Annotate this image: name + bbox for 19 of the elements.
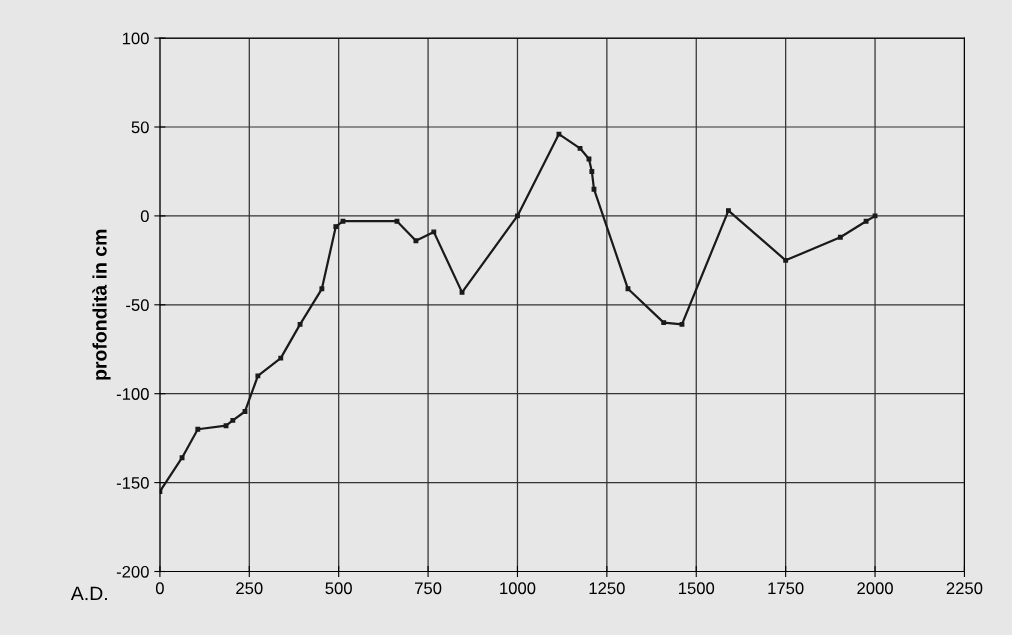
y-tick-label: -200: [116, 565, 149, 578]
y-tick-label: 100: [122, 32, 149, 45]
y-tick-label: 0: [140, 210, 149, 223]
x-tick-label: 1000: [500, 582, 536, 595]
x-tick-label: 250: [236, 582, 263, 595]
y-axis-title: profondità in cm: [92, 229, 111, 380]
x-tick-label: 1750: [768, 582, 804, 595]
x-tick-label: 2000: [857, 582, 893, 595]
y-tick-label: -100: [116, 388, 149, 400]
x-tick-label: 750: [415, 582, 442, 595]
y-tick-label: -150: [116, 477, 149, 489]
x-tick-label: 0: [155, 582, 164, 595]
text: A.D.: [70, 586, 107, 601]
x-tick-label: 2250: [946, 582, 983, 595]
x-tick-label: 1500: [678, 582, 715, 595]
x-tick-label: 500: [325, 582, 352, 595]
y-tick-label: -50: [126, 299, 149, 311]
x-tick-label: 1250: [589, 582, 625, 595]
y-tick-label: 50: [131, 121, 149, 134]
